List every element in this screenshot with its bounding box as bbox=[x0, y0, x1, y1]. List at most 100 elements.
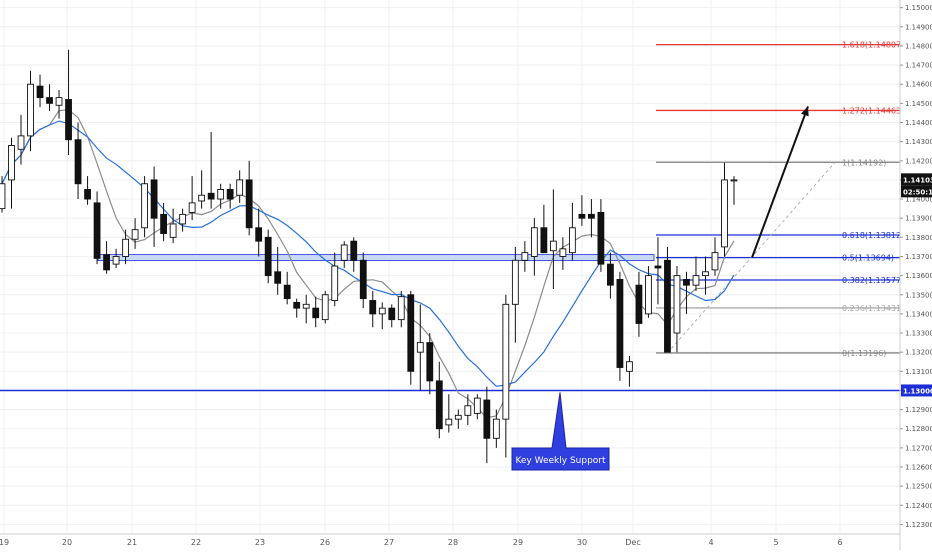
x-tick-label: 28 bbox=[448, 538, 458, 547]
candle-body bbox=[312, 307, 320, 319]
x-tick-label: 20 bbox=[62, 538, 72, 547]
callout-shape bbox=[511, 392, 610, 471]
candle bbox=[673, 266, 681, 353]
candle bbox=[179, 208, 187, 232]
y-tick-label: 1.14400 bbox=[905, 119, 932, 127]
y-tick-label: 1.13700 bbox=[905, 253, 932, 261]
candle bbox=[0, 176, 6, 213]
candle bbox=[549, 189, 557, 290]
candle-body bbox=[236, 179, 244, 196]
candle-body bbox=[454, 414, 462, 420]
candle bbox=[27, 70, 34, 152]
candle bbox=[692, 256, 700, 291]
candles bbox=[0, 49, 738, 464]
candle bbox=[502, 294, 510, 458]
candle bbox=[559, 237, 567, 270]
fib-level-label: 1.618(1.14807) bbox=[842, 41, 904, 50]
candle bbox=[236, 170, 244, 203]
candle-body bbox=[692, 275, 700, 286]
candle-body bbox=[150, 179, 158, 219]
candle bbox=[578, 195, 586, 226]
key-weekly-support-callout: Key Weekly Support bbox=[511, 392, 610, 471]
y-tick-label: 1.13300 bbox=[905, 330, 932, 338]
candle-body bbox=[730, 179, 738, 182]
y-tick-label: 1.12900 bbox=[905, 406, 932, 414]
candle-body bbox=[483, 399, 491, 439]
candle-body bbox=[426, 342, 434, 382]
candle-body bbox=[274, 271, 282, 284]
y-tick-label: 1.13500 bbox=[905, 291, 932, 299]
candle bbox=[359, 252, 367, 309]
current-price-badge: 1.14103 bbox=[901, 173, 932, 186]
candle-body bbox=[378, 307, 386, 315]
candle-body bbox=[84, 189, 91, 200]
candle bbox=[588, 199, 595, 238]
price-axis-bg bbox=[900, 0, 932, 550]
candle bbox=[511, 246, 519, 343]
candle-body bbox=[27, 83, 34, 137]
candle-body bbox=[0, 183, 6, 210]
candle-body bbox=[492, 418, 500, 439]
candle bbox=[435, 361, 443, 439]
candle bbox=[540, 204, 548, 254]
candle-body bbox=[17, 135, 25, 150]
candle-body bbox=[626, 361, 633, 372]
candle-body bbox=[93, 202, 101, 259]
candle bbox=[530, 218, 538, 276]
y-tick-label: 1.14800 bbox=[905, 42, 932, 50]
candle-body bbox=[559, 248, 567, 257]
ma-slow-line bbox=[1, 120, 735, 387]
candle bbox=[293, 298, 301, 318]
candle bbox=[616, 271, 624, 381]
candle-body bbox=[502, 303, 510, 420]
candle-body bbox=[255, 227, 263, 242]
price-axis: 1.12300 1.12400 1.12500 1.12600 1.12700 1.128… bbox=[899, 0, 932, 550]
candle bbox=[597, 199, 605, 272]
candle-body bbox=[397, 296, 405, 321]
candle bbox=[340, 241, 348, 268]
candle-body bbox=[245, 179, 253, 229]
candle bbox=[112, 248, 120, 268]
y-tick-label: 1.14900 bbox=[905, 23, 932, 31]
candle bbox=[36, 74, 44, 108]
candle bbox=[169, 208, 177, 244]
y-tick-label: 1.13100 bbox=[905, 368, 932, 376]
candle bbox=[245, 160, 253, 236]
candle bbox=[445, 394, 453, 433]
current-price-badge-text: 1.14103 bbox=[903, 176, 932, 184]
candle-body bbox=[416, 342, 424, 353]
candle bbox=[454, 409, 462, 429]
candle-body bbox=[122, 238, 129, 257]
candle bbox=[473, 394, 481, 420]
candle-body bbox=[302, 303, 310, 309]
x-tick-label: 29 bbox=[513, 538, 523, 547]
candle bbox=[721, 162, 728, 257]
candle bbox=[74, 122, 82, 200]
candle bbox=[150, 166, 158, 247]
candle bbox=[17, 114, 25, 165]
candle-body bbox=[407, 294, 415, 372]
candle-body bbox=[711, 252, 719, 271]
candle bbox=[331, 252, 339, 307]
candle-body bbox=[160, 213, 168, 234]
y-tick-label: 1.13400 bbox=[905, 310, 932, 318]
ma-fast-line bbox=[1, 109, 735, 419]
y-tick-label: 1.12300 bbox=[905, 521, 932, 529]
candle bbox=[207, 132, 215, 209]
fib-level-label: 0(1.13196) bbox=[842, 349, 886, 358]
candle-body bbox=[65, 99, 72, 141]
candle-body bbox=[388, 307, 396, 321]
candle bbox=[492, 409, 500, 448]
x-tick-label: 4 bbox=[708, 538, 713, 547]
candle-body bbox=[283, 284, 291, 300]
candle bbox=[255, 208, 263, 257]
candle-body bbox=[198, 194, 206, 202]
candle-body bbox=[112, 256, 120, 265]
countdown-badge-bg bbox=[901, 185, 932, 198]
y-tick-label: 1.14300 bbox=[905, 138, 932, 146]
x-tick-label: 6 bbox=[837, 538, 842, 547]
candle bbox=[416, 304, 424, 391]
candle-body bbox=[141, 183, 148, 229]
current-price-badge-bg bbox=[901, 173, 932, 186]
candle-body bbox=[635, 284, 643, 324]
